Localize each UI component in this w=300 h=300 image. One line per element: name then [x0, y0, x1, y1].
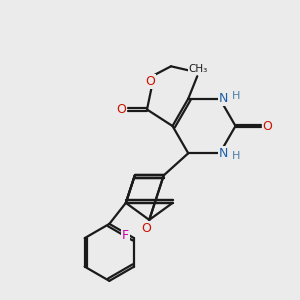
- Text: N: N: [219, 147, 228, 160]
- Text: H: H: [232, 91, 240, 101]
- Text: O: O: [145, 75, 155, 88]
- Text: O: O: [116, 103, 126, 116]
- Text: O: O: [263, 119, 272, 133]
- Text: N: N: [219, 92, 228, 105]
- Text: CH₃: CH₃: [188, 64, 208, 74]
- Text: O: O: [141, 222, 151, 235]
- Text: F: F: [122, 229, 129, 242]
- Text: H: H: [232, 151, 240, 161]
